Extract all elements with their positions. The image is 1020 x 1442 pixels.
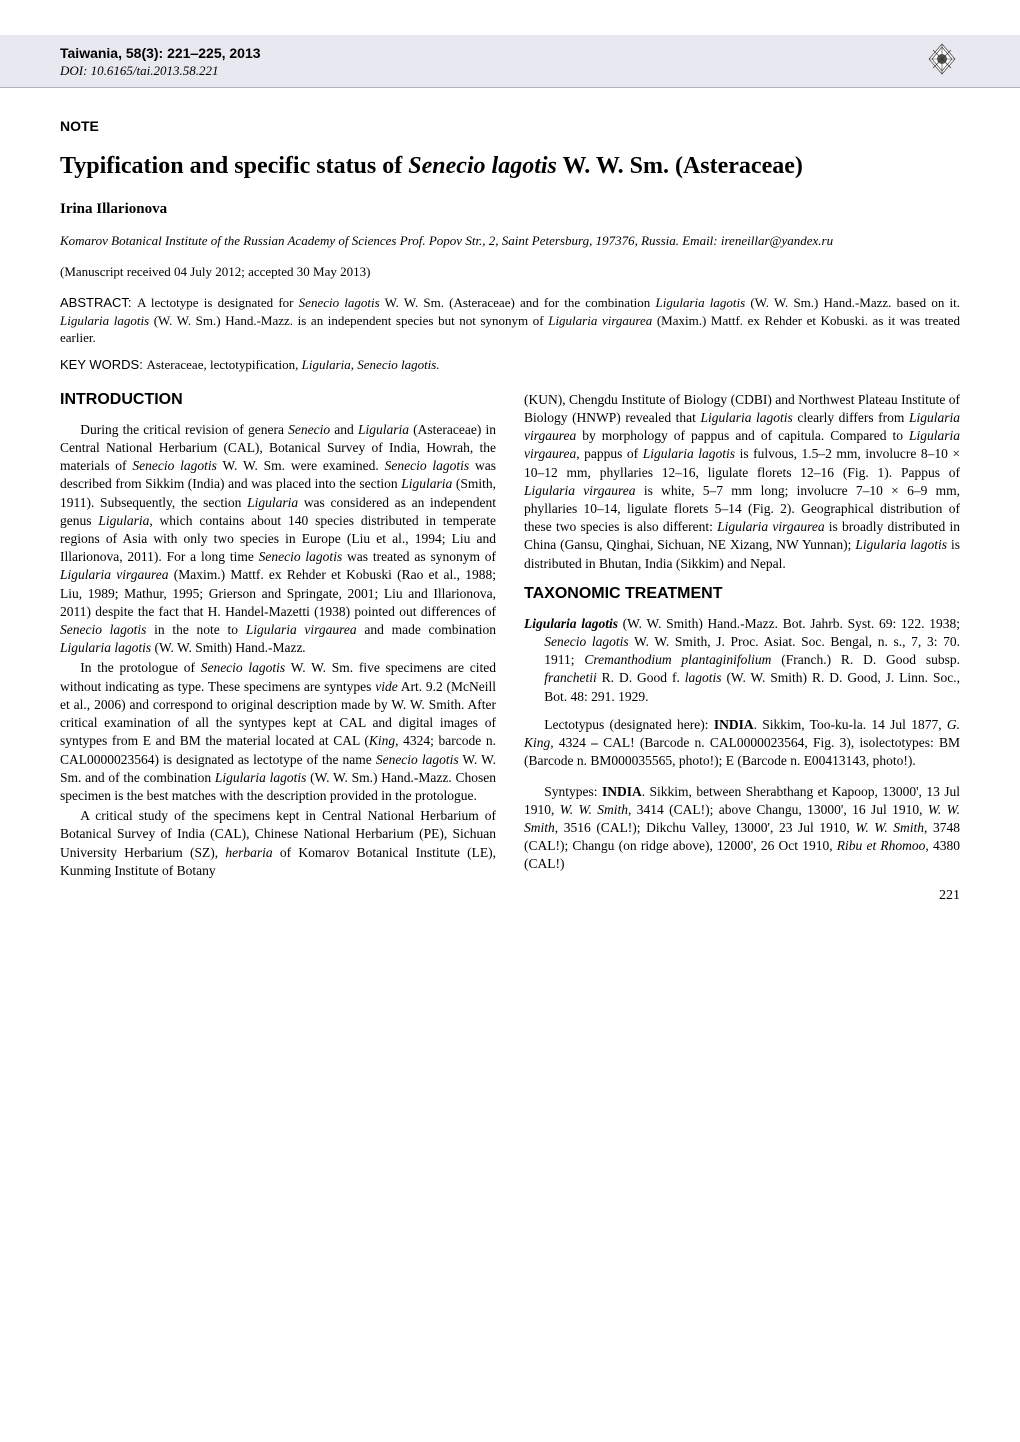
txt: . Sikkim, Too-ku-la. 14 Jul 1877, [754, 717, 947, 732]
taxon: Senecio lagotis [259, 549, 343, 564]
txt: (W. W. Smith) Hand.-Mazz [151, 640, 302, 655]
txt: , pappus of [576, 446, 642, 461]
taxon: Ligularia lagotis [700, 410, 792, 425]
taxon-entry: Ligularia lagotis (W. W. Smith) Hand.-Ma… [524, 615, 960, 706]
taxon: Senecio lagotis [60, 622, 146, 637]
affiliation: Komarov Botanical Institute of the Russi… [60, 232, 960, 250]
abstract-t1: A lectotype is designated for [137, 295, 299, 310]
txt: Lectotypus (designated here): [544, 717, 714, 732]
txt: During the critical revision of genera [80, 422, 288, 437]
doi-line: DOI: 10.6165/tai.2013.58.221 [60, 63, 960, 79]
country: INDIA [602, 784, 642, 799]
keywords-t1: Asteraceae, lectotypification, [146, 357, 301, 372]
syntypes-para: Syntypes: INDIA. Sikkim, between Sherabt… [524, 783, 960, 874]
txt: 4324 [554, 735, 591, 750]
introduction-heading: INTRODUCTION [60, 391, 496, 409]
title-prefix: Typification and specific status of [60, 153, 408, 179]
txt: , 3414 (CAL!); above Changu, 13000', 16 … [628, 802, 928, 817]
right-column: (KUN), Chengdu Institute of Biology (CDB… [524, 391, 960, 882]
herbaria: herbaria [225, 845, 272, 860]
abstract-taxon-1: Senecio lagotis [299, 295, 380, 310]
taxon: Ligularia [358, 422, 409, 437]
txt: In the protologue of [80, 660, 200, 675]
txt: W. W. Sm. were examined. [217, 458, 385, 473]
txt: in the note to [146, 622, 245, 637]
txt: , 3516 (CAL!); Dikchu Valley, 13000', 23… [555, 820, 856, 835]
keywords-taxon-1: Ligularia [302, 357, 351, 372]
txt: was treated as synonym of [342, 549, 496, 564]
country: INDIA [714, 717, 754, 732]
journal-title: Taiwania, 58(3): 221‒225, 2013 [60, 45, 960, 61]
abstract-taxon-4: Ligularia virgaurea [548, 313, 652, 328]
collector: W. W. Smith [855, 820, 924, 835]
intro-para-1: During the critical revision of genera S… [60, 421, 496, 658]
taxon: Ligularia virgaurea [246, 622, 357, 637]
header-band: Taiwania, 58(3): 221‒225, 2013 DOI: 10.6… [0, 35, 1020, 88]
taxon: Ligularia virgaurea [717, 519, 824, 534]
syn: lagotis [685, 670, 722, 685]
txt: (Franch.) R. D. Good subsp. [771, 652, 960, 667]
taxon: Ligularia [98, 513, 149, 528]
txt: and [330, 422, 358, 437]
article-title: Typification and specific status of Sene… [60, 152, 960, 181]
taxon: Ligularia lagotis [215, 770, 307, 785]
note-label: NOTE [60, 118, 960, 134]
abstract-t3: (W. W. Sm.) Hand.-Mazz. based on it. [745, 295, 960, 310]
keywords-block: KEY WORDS: Asteraceae, lectotypification… [60, 357, 960, 373]
taxon: Senecio lagotis [376, 752, 459, 767]
ornament-icon [924, 41, 960, 77]
collector: W. W. Smith [560, 802, 628, 817]
taxon: Senecio [288, 422, 330, 437]
collector: Ribu et Rhomoo [837, 838, 926, 853]
taxon: Ligularia [247, 495, 298, 510]
page-number: 221 [939, 888, 960, 904]
taxon: Ligularia lagotis [60, 640, 151, 655]
syn: Senecio lagotis [544, 634, 628, 649]
taxon-name: Ligularia lagotis [524, 616, 618, 631]
vide: vide [375, 679, 398, 694]
taxon: Ligularia [401, 476, 452, 491]
left-column: INTRODUCTION During the critical revisio… [60, 391, 496, 882]
two-column-body: INTRODUCTION During the critical revisio… [60, 391, 960, 882]
abstract-taxon-2: Ligularia lagotis [655, 295, 745, 310]
spacer [524, 575, 960, 585]
keywords-taxon-2: Senecio lagotis. [357, 357, 439, 372]
keywords-label: KEY WORDS: [60, 357, 146, 372]
collector: King [369, 733, 395, 748]
intro-para-3: A critical study of the specimens kept i… [60, 807, 496, 880]
taxon: . [303, 640, 306, 655]
taxon: Senecio lagotis [132, 458, 217, 473]
author-name: Irina Illarionova [60, 201, 960, 218]
intro-para-2: In the protologue of Senecio lagotis W. … [60, 659, 496, 805]
col2-continuation: (KUN), Chengdu Institute of Biology (CDB… [524, 391, 960, 573]
title-taxon: Senecio lagotis [408, 153, 557, 179]
title-suffix: W. W. Sm. (Asteraceae) [557, 153, 803, 179]
taxon: Ligularia lagotis [643, 446, 735, 461]
taxon: Senecio lagotis [201, 660, 285, 675]
abstract-t2: W. W. Sm. (Asteraceae) and for the combi… [380, 295, 656, 310]
taxon: Senecio lagotis [385, 458, 470, 473]
abstract-block: ABSTRACT: A lectotype is designated for … [60, 294, 960, 347]
txt: Syntypes: [544, 784, 602, 799]
taxonomic-heading: TAXONOMIC TREATMENT [524, 585, 960, 603]
txt: clearly differs from [793, 410, 909, 425]
abstract-t4: (W. W. Sm.) Hand.-Mazz. is an independen… [149, 313, 548, 328]
syn: franchetii [544, 670, 597, 685]
txt: and made combination [357, 622, 496, 637]
syn: Cremanthodium plantaginifolium [584, 652, 771, 667]
lectotype-para: Lectotypus (designated here): INDIA. Sik… [524, 716, 960, 771]
taxon: Ligularia virgaurea [524, 483, 636, 498]
spacer [524, 773, 960, 783]
txt: by morphology of pappus and of capitula.… [576, 428, 909, 443]
abstract-taxon-3: Ligularia lagotis [60, 313, 149, 328]
txt: (W. W. Smith) Hand.-Mazz. Bot. Jahrb. Sy… [618, 616, 960, 631]
abstract-label: ABSTRACT: [60, 295, 137, 310]
txt: R. D. Good f. [597, 670, 685, 685]
manuscript-dates: (Manuscript received 04 July 2012; accep… [60, 264, 960, 280]
taxon: Ligularia virgaurea [60, 567, 169, 582]
dash: – [591, 735, 598, 750]
taxon: Ligularia lagotis [855, 537, 947, 552]
